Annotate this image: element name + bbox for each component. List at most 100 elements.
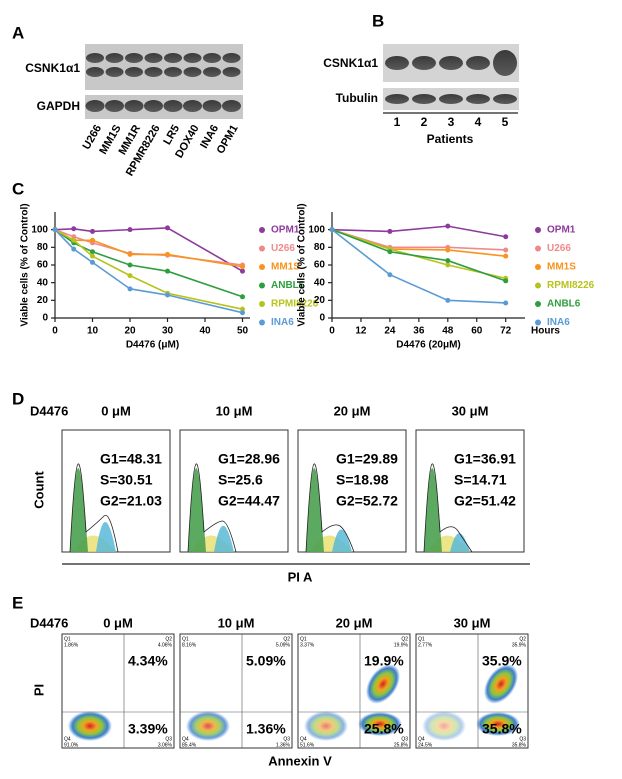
cell-cycle-value: G1=29.89: [336, 451, 398, 467]
band: [439, 56, 463, 70]
panel-label: B: [372, 11, 384, 30]
outline: [69, 463, 119, 553]
quadrant-value: 25.8%: [364, 721, 404, 737]
x-tick-label: 24: [384, 326, 396, 337]
blue-peak: [332, 529, 352, 552]
dose-label: 0 μM: [103, 615, 133, 630]
lane-label: 5: [502, 115, 509, 129]
data-point: [71, 234, 77, 240]
quadrant-percent: 5.09%: [276, 642, 291, 648]
data-point: [240, 306, 245, 312]
y-tick-label: 20: [37, 295, 49, 306]
quadrant-name: Q4: [300, 736, 307, 742]
band: [203, 67, 221, 77]
data-point: [445, 223, 451, 229]
group-label: Patients: [427, 132, 474, 146]
quadrant-value: 1.36%: [246, 721, 286, 737]
legend-marker: [535, 264, 541, 270]
panel-label: C: [12, 179, 24, 198]
band: [125, 53, 143, 63]
population: [68, 711, 112, 741]
x-tick-label: 20: [124, 326, 136, 337]
data-point: [445, 262, 451, 268]
quadrant-percent: 4.06%: [158, 642, 173, 648]
quadrant-percent: 19.9%: [394, 642, 409, 648]
band: [183, 67, 202, 77]
quadrant-value: 5.09%: [246, 653, 286, 669]
population: [304, 711, 348, 741]
band: [385, 56, 409, 70]
legend-marker: [259, 282, 265, 289]
data-point: [90, 237, 95, 243]
band: [202, 100, 222, 112]
outline: [187, 463, 237, 553]
data-point: [71, 237, 77, 243]
population: [483, 664, 519, 704]
data-point: [165, 268, 170, 274]
legend-marker: [535, 282, 541, 289]
y-tick-label: 40: [37, 277, 49, 288]
cell-cycle-value: G2=44.47: [218, 493, 280, 509]
panel-label: E: [12, 593, 23, 612]
lane-label: 4: [475, 115, 482, 129]
cell-cycle-value: G2=21.03: [100, 493, 162, 509]
band: [222, 53, 241, 63]
series-line: [331, 229, 506, 304]
band: [144, 100, 163, 112]
quadrant-name: Q2: [401, 636, 408, 642]
panel-label: D: [12, 389, 24, 408]
data-point: [240, 264, 245, 270]
x-tick-label: 60: [471, 326, 483, 337]
blue-peak: [450, 533, 470, 552]
quadrant-percent: 3.06%: [158, 742, 173, 748]
x-axis-label: D4476 (μM): [126, 340, 179, 351]
row-label: Tubulin: [336, 91, 378, 105]
quadrant-value: 19.9%: [364, 653, 404, 669]
lane-label: 3: [448, 115, 455, 129]
row-label: GAPDH: [37, 99, 80, 113]
x-unit: Hours: [531, 326, 560, 337]
band: [493, 50, 517, 76]
data-point: [52, 227, 58, 233]
outline: [423, 463, 473, 553]
band: [86, 67, 104, 77]
dose-label: 0 μM: [101, 403, 131, 418]
data-point: [165, 225, 170, 231]
dose-label: 20 μM: [336, 615, 373, 630]
x-tick-label: 0: [329, 326, 335, 337]
lane-label: 1: [394, 115, 401, 129]
band: [164, 53, 182, 63]
dose-label: 30 μM: [454, 615, 491, 630]
drug-label: D4476: [30, 403, 68, 418]
quadrant-percent: 25.8%: [394, 742, 409, 748]
data-point: [503, 253, 509, 259]
data-point: [329, 227, 335, 233]
green-peak: [188, 468, 206, 552]
quadrant-name: Q1: [64, 636, 71, 642]
band: [183, 53, 202, 63]
population: [186, 711, 230, 741]
legend-marker: [259, 301, 265, 307]
quadrant-percent: 24.5%: [418, 742, 433, 748]
y-tick-label: 40: [314, 277, 326, 288]
data-point: [127, 286, 133, 292]
legend-label: OPM1: [271, 225, 300, 236]
series-line: [331, 228, 506, 251]
band: [85, 100, 105, 112]
quadrant-name: Q4: [418, 736, 425, 742]
series-line: [54, 227, 243, 272]
band: [493, 94, 517, 104]
quadrant-percent: 51.6%: [300, 742, 315, 748]
dose-label: 20 μM: [334, 403, 371, 418]
x-tick-label: 50: [237, 326, 249, 337]
y-tick-label: 60: [37, 260, 49, 271]
quadrant-name: Q1: [182, 636, 189, 642]
data-point: [445, 297, 451, 303]
quadrant-percent: 1.36%: [276, 742, 291, 748]
x-tick-label: 12: [355, 326, 367, 337]
blue-peak: [96, 522, 116, 552]
quadrant-percent: 35.9%: [512, 642, 527, 648]
quadrant-percent: 2.77%: [418, 642, 433, 648]
data-point: [387, 272, 393, 278]
